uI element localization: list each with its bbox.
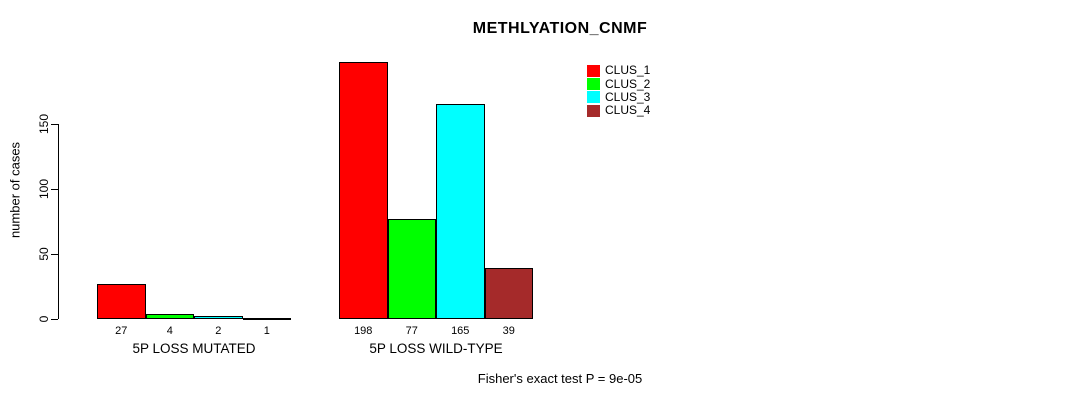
y-tick-mark [51, 188, 58, 190]
bar-clus_2 [387, 219, 436, 319]
legend-item-clus_4: CLUS_4 [587, 104, 650, 117]
legend: CLUS_1 CLUS_2 CLUS_3 CLUS_4 [587, 64, 650, 118]
y-axis-line [58, 124, 59, 319]
legend-item-clus_1: CLUS_1 [587, 64, 650, 77]
bar-clus_4 [242, 318, 291, 320]
bar-clus_1 [339, 62, 388, 319]
chart-title: METHLYATION_CNMF [472, 20, 648, 37]
y-tick-label: 0 [37, 315, 51, 323]
bar-value-label: 77 [405, 325, 418, 337]
y-axis-label: number of cases [7, 141, 23, 239]
bar-value-label: 1 [263, 325, 270, 337]
legend-label: CLUS_1 [605, 63, 651, 78]
legend-label: CLUS_4 [605, 103, 651, 118]
bar-clus_3 [436, 104, 485, 319]
legend-swatch-icon [587, 64, 600, 77]
legend-label: CLUS_3 [605, 89, 651, 104]
bar-clus_4 [484, 268, 533, 319]
y-tick-label: 50 [37, 247, 51, 261]
bar-clus_2 [145, 314, 194, 319]
y-tick-mark [51, 318, 58, 320]
bar-value-label: 2 [215, 325, 222, 337]
bar-clus_3 [194, 316, 243, 319]
group-label-wild-type: 5P LOSS WILD-TYPE [369, 341, 503, 356]
y-tick-mark [51, 123, 58, 125]
bar-value-label: 165 [451, 325, 470, 337]
legend-swatch-icon [587, 104, 600, 117]
legend-swatch-icon [587, 78, 600, 91]
legend-swatch-icon [587, 91, 600, 104]
y-tick-label: 150 [37, 113, 51, 135]
y-tick-label: 100 [37, 178, 51, 200]
bar-value-label: 4 [166, 325, 173, 337]
legend-label: CLUS_2 [605, 76, 651, 91]
fisher-test-annotation: Fisher's exact test P = 9e-05 [477, 371, 643, 386]
bar-value-label: 198 [354, 325, 373, 337]
y-tick-mark [51, 253, 58, 255]
legend-item-clus_2: CLUS_2 [587, 76, 651, 91]
bar-value-label: 39 [502, 325, 515, 337]
group-label-mutated: 5P LOSS MUTATED [132, 341, 256, 356]
bar-value-label: 27 [115, 325, 128, 337]
bar-clus_1 [97, 284, 146, 319]
legend-item-clus_3: CLUS_3 [587, 89, 651, 104]
